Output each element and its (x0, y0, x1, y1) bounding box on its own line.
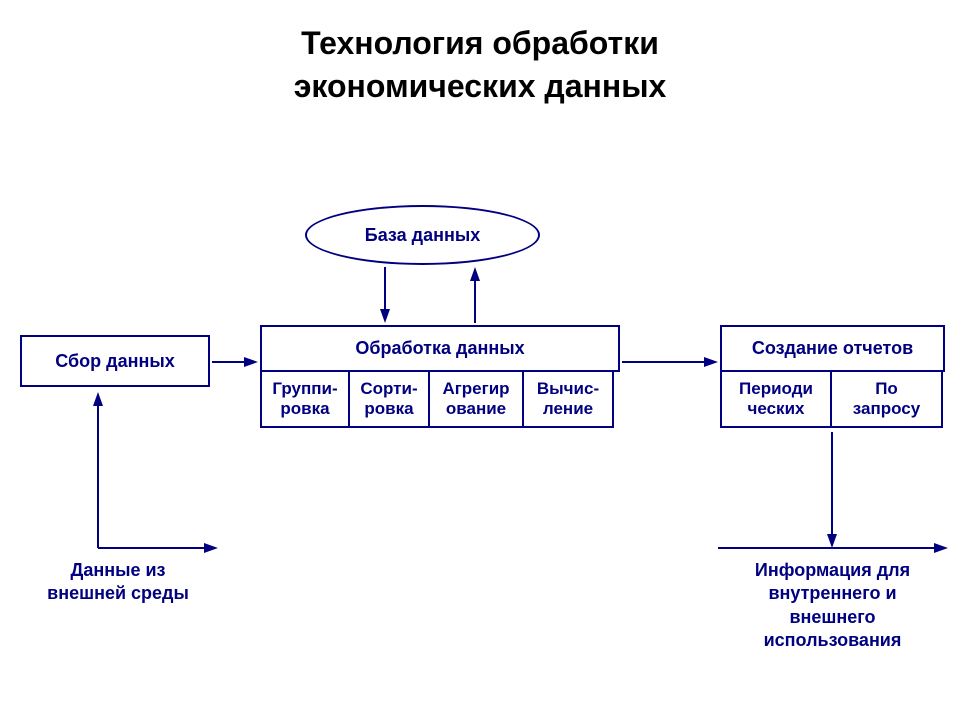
collect-box: Сбор данных (20, 335, 210, 387)
process-header: Обработка данных (260, 325, 620, 372)
external-data-label: Данные из внешней среды (18, 559, 218, 606)
process-cell-0: Группи- ровка (260, 370, 350, 428)
process-cell-2: Агрегир ование (428, 370, 524, 428)
process-cell-1: Сорти- ровка (348, 370, 430, 428)
info-output-label: Информация для внутреннего и внешнего ис… (720, 559, 945, 653)
process-header-label: Обработка данных (355, 338, 524, 359)
reports-cells: Периоди ческихПо запросу (720, 372, 945, 428)
reports-cell-0: Периоди ческих (720, 370, 832, 428)
reports-group: Создание отчетов Периоди ческихПо запрос… (720, 325, 945, 428)
collect-label: Сбор данных (55, 351, 174, 372)
title-line-1: Технология обработки (0, 25, 960, 62)
process-group: Обработка данных Группи- ровкаСорти- ров… (260, 325, 620, 428)
reports-header: Создание отчетов (720, 325, 945, 372)
reports-cell-1: По запросу (830, 370, 943, 428)
reports-header-label: Создание отчетов (752, 338, 913, 359)
db-label: База данных (365, 225, 480, 246)
process-cells: Группи- ровкаСорти- ровкаАгрегир ованиеВ… (260, 372, 620, 428)
title-line-2: экономических данных (0, 68, 960, 105)
process-cell-3: Вычис- ление (522, 370, 614, 428)
db-ellipse: База данных (305, 205, 540, 265)
